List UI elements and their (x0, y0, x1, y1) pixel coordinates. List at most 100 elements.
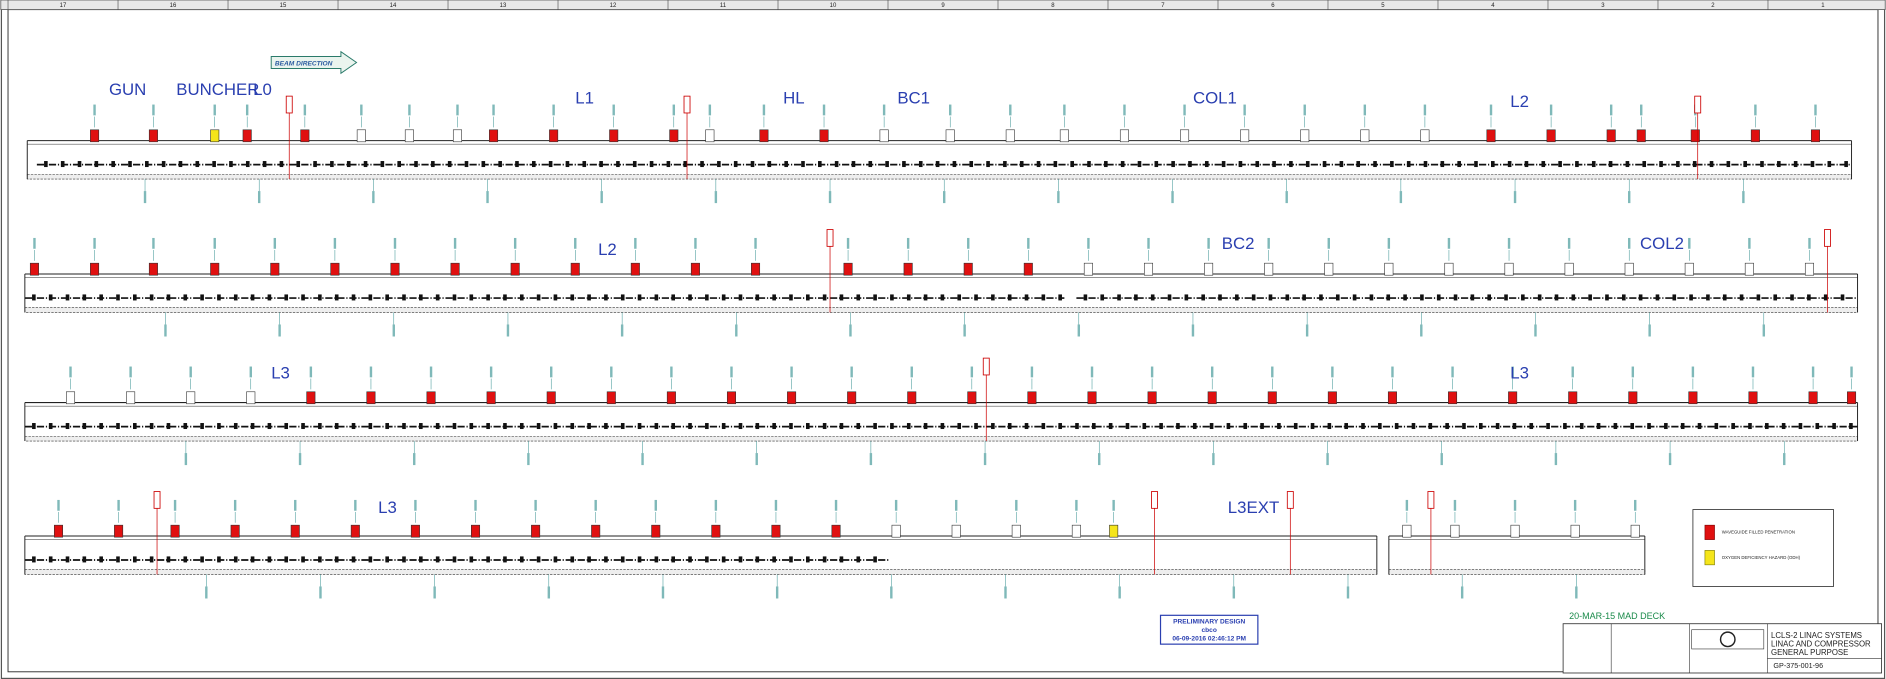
component (852, 161, 856, 167)
tag-text (1304, 105, 1306, 116)
section-label: COL1 (1193, 88, 1237, 107)
warning-tag (827, 230, 833, 247)
tag-text (1331, 367, 1333, 378)
component (301, 294, 305, 300)
component (1605, 294, 1609, 300)
component (381, 161, 385, 167)
component (61, 161, 65, 167)
component (167, 556, 171, 562)
component (1693, 161, 1697, 167)
component (655, 556, 659, 562)
component (835, 161, 839, 167)
component (116, 423, 120, 429)
lower-tag (278, 324, 280, 336)
lower-tag (548, 586, 550, 598)
component (1521, 294, 1525, 300)
component (537, 423, 541, 429)
component (1622, 294, 1626, 300)
component (688, 423, 692, 429)
penetration-white (186, 392, 194, 404)
tag-text (835, 500, 837, 511)
lower-tag (849, 324, 851, 336)
component (284, 556, 288, 562)
penetration-red (847, 392, 855, 404)
component (263, 161, 267, 167)
component (1513, 423, 1517, 429)
penetration-white (405, 130, 413, 142)
component (818, 161, 822, 167)
component (1689, 294, 1693, 300)
tag-text (730, 367, 732, 378)
component (587, 556, 591, 562)
warning-tag (1695, 96, 1701, 113)
penetration-red (211, 263, 219, 275)
component (1058, 294, 1062, 300)
component (1205, 161, 1209, 167)
component (1681, 423, 1685, 429)
penetration-white (1325, 263, 1333, 275)
penetration-red (1024, 263, 1032, 275)
component (705, 423, 709, 429)
component (549, 161, 553, 167)
component (49, 423, 53, 429)
penetration-red (1637, 130, 1645, 142)
lower-tag (507, 324, 509, 336)
penetration-red (471, 525, 479, 537)
penetration-red (149, 263, 157, 275)
lower-tag (372, 191, 374, 203)
lower-tag (1171, 191, 1173, 203)
penetration-white (1805, 263, 1813, 275)
component (1743, 161, 1747, 167)
component (986, 161, 990, 167)
penetration-white (1685, 263, 1693, 275)
tag-text (790, 367, 792, 378)
penetration-white (1006, 130, 1014, 142)
penetration-red (1547, 130, 1555, 142)
component (599, 161, 603, 167)
penetration-red (90, 263, 98, 275)
component (470, 423, 474, 429)
penetration-red (667, 392, 675, 404)
component (1457, 161, 1461, 167)
component (1698, 423, 1702, 429)
warning-tag (983, 358, 989, 375)
component (1437, 294, 1441, 300)
tag-text (949, 105, 951, 116)
legend-label: OXYGEN DEFICIENCY HAZARD (ODH) (1722, 555, 1801, 560)
tag-text (1640, 105, 1642, 116)
penetration-white (1745, 263, 1753, 275)
component (1395, 423, 1399, 429)
lower-tag (185, 453, 187, 465)
component (150, 294, 154, 300)
penetration-red (301, 130, 309, 142)
penetration-red (411, 525, 419, 537)
component (1575, 161, 1579, 167)
tag-text (1009, 105, 1011, 116)
tag-text (534, 500, 536, 511)
tag-text (967, 238, 969, 249)
tag-text (360, 105, 362, 116)
component (1235, 294, 1239, 300)
lower-tag (890, 586, 892, 598)
component (705, 556, 709, 562)
lower-tag (870, 453, 872, 465)
component (482, 161, 486, 167)
component (200, 423, 204, 429)
tag-text (1634, 500, 1636, 511)
component (78, 161, 82, 167)
component (32, 423, 36, 429)
tag-text (1207, 238, 1209, 249)
penetration-red (1508, 392, 1516, 404)
penetration-red (54, 525, 62, 537)
lower-tag (1648, 324, 1650, 336)
lower-tag (258, 191, 260, 203)
component (1185, 294, 1189, 300)
component (212, 161, 216, 167)
component (1054, 161, 1058, 167)
component (503, 294, 507, 300)
component (1210, 423, 1214, 429)
section-label: L3 (378, 498, 397, 517)
penetration-white (1511, 525, 1519, 537)
tag-text (847, 238, 849, 249)
lower-tag (144, 191, 146, 203)
